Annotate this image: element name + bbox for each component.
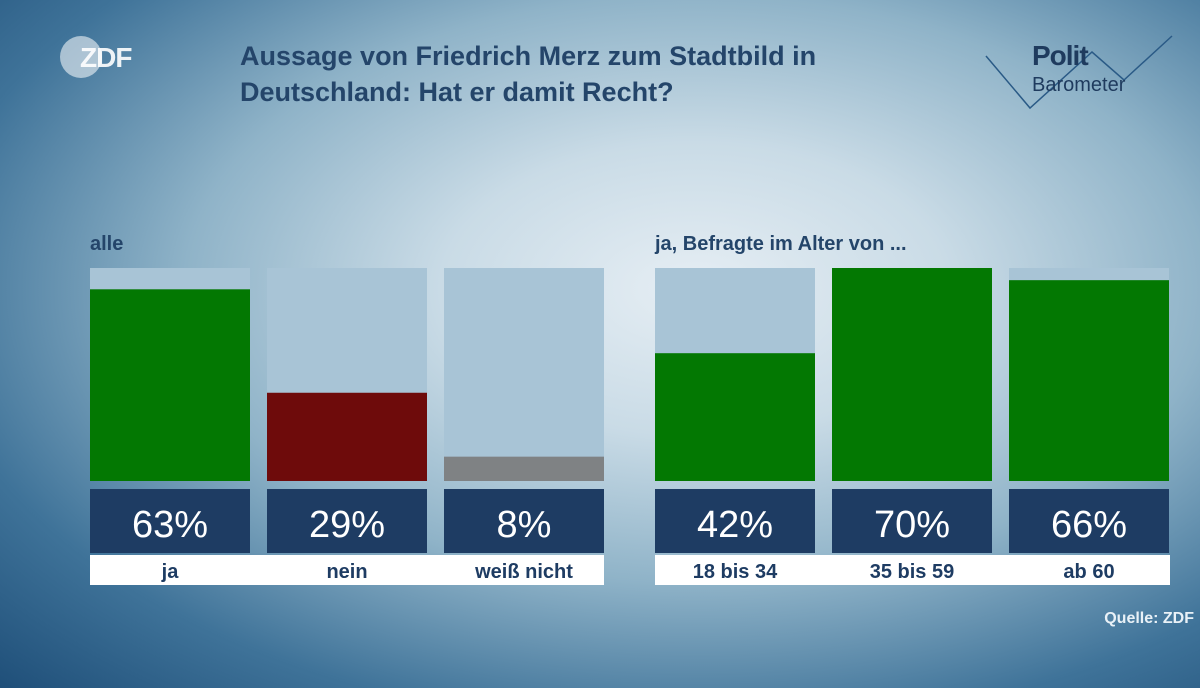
section-label-age: ja, Befragte im Alter von ... bbox=[655, 233, 907, 255]
value-label: 70% bbox=[874, 504, 950, 546]
value-label: 8% bbox=[497, 504, 552, 546]
value-label: 63% bbox=[132, 504, 208, 546]
zdf-logo-text: ZDF bbox=[80, 42, 132, 73]
category-label: 35 bis 59 bbox=[870, 561, 955, 583]
value-box bbox=[832, 489, 992, 553]
section-label-all: alle bbox=[90, 233, 124, 255]
bar-ab-60 bbox=[1009, 280, 1169, 481]
value-label: 66% bbox=[1051, 504, 1127, 546]
zdf-logo-circle bbox=[60, 36, 102, 78]
zdf-logo: ZDF bbox=[58, 30, 148, 80]
bar-35-bis-59 bbox=[832, 268, 992, 481]
source-note: Quelle: ZDF bbox=[1104, 610, 1194, 627]
category-label: nein bbox=[326, 561, 367, 583]
chart-title-line1: Aussage von Friedrich Merz zum Stadtbild… bbox=[240, 41, 817, 71]
value-box bbox=[1009, 489, 1169, 553]
value-label: 42% bbox=[697, 504, 773, 546]
politbarometer-barometer-text: Barometer bbox=[1032, 74, 1126, 96]
bar-nein bbox=[267, 392, 427, 481]
category-label: weiß nicht bbox=[474, 561, 573, 583]
label-strip bbox=[90, 555, 604, 585]
bar-track bbox=[444, 268, 604, 481]
value-box bbox=[444, 489, 604, 553]
label-strip bbox=[655, 555, 1170, 585]
politbarometer-polit-text: Polit bbox=[1032, 40, 1089, 71]
value-box bbox=[90, 489, 250, 553]
bar-weiß-nicht bbox=[444, 456, 604, 481]
chart-title: Aussage von Friedrich Merz zum Stadtbild… bbox=[240, 38, 940, 110]
category-label: ab 60 bbox=[1063, 561, 1114, 583]
value-box bbox=[267, 489, 427, 553]
bar-ja bbox=[90, 289, 250, 481]
politbarometer-zigzag-icon bbox=[985, 35, 1173, 110]
category-label: ja bbox=[161, 561, 180, 583]
value-box bbox=[655, 489, 815, 553]
category-label: 18 bis 34 bbox=[693, 561, 778, 583]
value-label: 29% bbox=[309, 504, 385, 546]
politbarometer-logo: Polit Barometer bbox=[984, 30, 1180, 112]
bar-18-bis-34 bbox=[655, 353, 815, 481]
chart-title-line2: Deutschland: Hat er damit Recht? bbox=[240, 77, 674, 107]
